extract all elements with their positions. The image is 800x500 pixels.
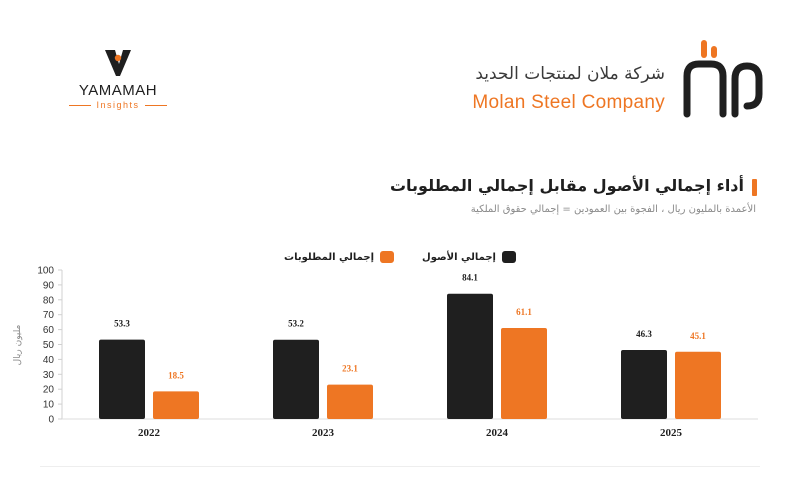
y-tick-label: 70 xyxy=(43,310,55,321)
yamamah-tagline-row: Insights xyxy=(58,100,178,110)
footer-divider xyxy=(40,466,760,467)
tagline-rule-right xyxy=(144,104,167,106)
molan-arabic-name: شركة ملان لمنتجات الحديد xyxy=(475,64,665,84)
y-tick-label: 50 xyxy=(43,340,55,351)
bar-assets xyxy=(447,293,493,419)
legend-item-liabilities: إجمالي المطلوبات xyxy=(284,251,395,263)
x-tick-label: 2024 xyxy=(486,427,509,439)
data-label-liabilities: 45.1 xyxy=(690,331,706,341)
title-accent-bar xyxy=(752,179,757,196)
yamamah-tagline: Insights xyxy=(96,100,140,110)
molan-brand: شركة ملان لمنتجات الحديد Molan Steel Com… xyxy=(430,34,770,124)
data-label-assets: 46.3 xyxy=(636,329,652,339)
bar-liabilities xyxy=(327,384,373,419)
tagline-rule-left xyxy=(69,104,92,106)
molan-english-name: Molan Steel Company xyxy=(472,92,665,113)
yamamah-brand: YAMAMAH Insights xyxy=(58,46,178,110)
y-tick-label: 100 xyxy=(37,266,54,277)
legend-swatch-liabilities xyxy=(380,251,395,263)
y-tick-label: 90 xyxy=(43,280,55,291)
chart-legend: إجمالي الأصول إجمالي المطلوبات xyxy=(0,251,800,263)
y-tick-label: 40 xyxy=(43,355,55,366)
legend-label-assets: إجمالي الأصول xyxy=(422,251,496,263)
bar-assets xyxy=(273,339,319,419)
legend-label-liabilities: إجمالي المطلوبات xyxy=(284,251,375,263)
yamamah-mark-icon xyxy=(105,50,131,76)
data-label-assets: 53.2 xyxy=(288,319,304,329)
data-label-liabilities: 61.1 xyxy=(516,307,532,317)
bar-assets xyxy=(621,350,667,419)
legend-item-assets: إجمالي الأصول xyxy=(422,251,516,263)
chart-title: أداء إجمالي الأصول مقابل إجمالي المطلوبا… xyxy=(389,176,744,195)
legend-swatch-assets xyxy=(501,251,516,263)
molan-logo-icon xyxy=(683,40,763,118)
y-tick-label: 0 xyxy=(48,415,54,426)
chart-subtitle: الأعمدة بالمليون ريال ، الفجوة بين العمو… xyxy=(470,204,756,215)
y-tick-label: 30 xyxy=(43,370,55,381)
y-tick-label: 20 xyxy=(43,385,55,396)
yamamah-name: YAMAMAH xyxy=(78,82,158,99)
y-tick-label: 80 xyxy=(43,295,55,306)
data-label-assets: 84.1 xyxy=(462,273,478,283)
bar-liabilities xyxy=(675,351,721,419)
data-label-liabilities: 23.1 xyxy=(342,364,358,374)
bar-liabilities xyxy=(153,391,199,419)
data-label-assets: 53.3 xyxy=(114,319,130,329)
bar-liabilities xyxy=(501,327,547,419)
y-tick-label: 10 xyxy=(43,400,55,411)
x-tick-label: 2022 xyxy=(138,427,161,439)
data-label-liabilities: 18.5 xyxy=(168,370,184,380)
x-tick-label: 2023 xyxy=(312,427,335,439)
bar-assets xyxy=(99,339,145,419)
x-tick-label: 2025 xyxy=(660,427,683,439)
y-tick-label: 60 xyxy=(43,325,55,336)
